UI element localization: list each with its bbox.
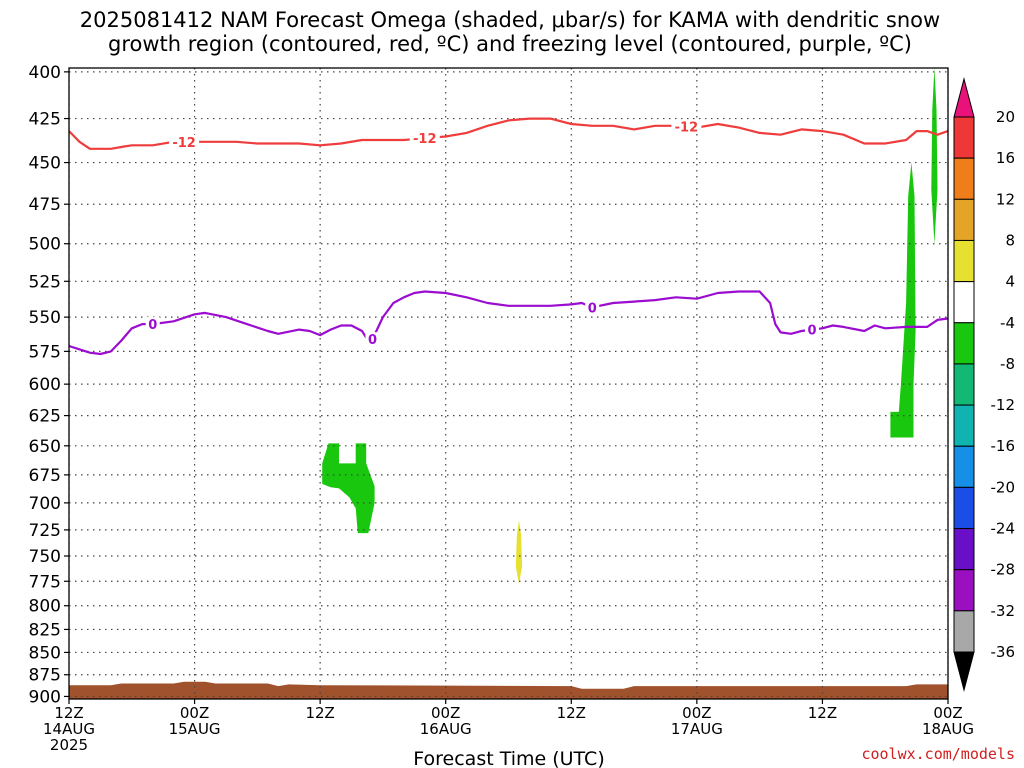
- colorbar-top-arrow: [953, 77, 975, 118]
- contour-label--12: -12: [172, 136, 196, 151]
- colorbar-label: -32: [991, 602, 1016, 620]
- y-tick-label: 550: [29, 308, 61, 328]
- credit-text: coolwx.com/models: [861, 745, 1015, 763]
- x-tick-label: 12Z: [305, 704, 334, 722]
- contour-label-bg: [145, 317, 160, 332]
- colorbar-segment: [953, 528, 975, 571]
- x-tick-label: 18AUG: [922, 720, 974, 738]
- y-tick-label: 800: [29, 597, 61, 617]
- colorbar-segment: [953, 569, 975, 612]
- chart-title-line1: 2025081412 NAM Forecast Omega (shaded, μ…: [80, 8, 940, 32]
- colorbar-segment: [953, 116, 975, 159]
- contour-label--12: -12: [413, 132, 437, 147]
- y-tick-label: 400: [29, 63, 61, 83]
- contour-label-0: 0: [807, 324, 816, 339]
- y-tick-label: 475: [29, 195, 61, 215]
- y-tick-label: 850: [29, 643, 61, 663]
- x-tick-label: 00Z: [180, 704, 209, 722]
- contour-label-bg: [409, 131, 440, 146]
- x-tick-label: 12Z: [54, 704, 83, 722]
- colorbar-bottom-arrow: [953, 651, 975, 692]
- contour-label-bg: [804, 322, 819, 337]
- colorbar-label: 8: [1005, 231, 1015, 249]
- y-tick-label: 575: [29, 342, 61, 362]
- contour-label-bg: [671, 119, 702, 134]
- colorbar-label: -24: [991, 520, 1016, 538]
- x-tick-label: 14AUG: [43, 720, 95, 738]
- x-tick-label: 12Z: [808, 704, 837, 722]
- colorbar-segment: [953, 404, 975, 447]
- omega-region-0: [322, 443, 375, 534]
- colorbar-segment: [953, 445, 975, 488]
- y-tick-label: 900: [29, 687, 61, 707]
- contour-label-0: 0: [148, 318, 157, 333]
- omega-region-2: [931, 68, 938, 244]
- y-tick-label: 625: [29, 407, 61, 427]
- terrain-surface: [69, 681, 948, 699]
- y-tick-label: 500: [29, 235, 61, 255]
- colorbar-label: 4: [1005, 273, 1015, 291]
- contour-label-0: 0: [588, 301, 597, 316]
- contour-label-bg: [585, 300, 600, 315]
- y-tick-label: 700: [29, 494, 61, 514]
- colorbar-segment: [953, 322, 975, 365]
- y-tick-label: 775: [29, 572, 61, 592]
- colorbar-segment: [953, 198, 975, 241]
- plot-frame: [68, 67, 949, 700]
- x-axis-label: Forecast Time (UTC): [413, 748, 604, 768]
- x-tick-label: 00Z: [933, 704, 962, 722]
- colorbar-label: 12: [996, 190, 1015, 208]
- y-tick-label: 425: [29, 110, 61, 130]
- y-tick-label: 650: [29, 437, 61, 457]
- y-tick-label: 600: [29, 375, 61, 395]
- x-tick-label: 2025: [50, 736, 88, 754]
- x-tick-label: 00Z: [431, 704, 460, 722]
- contour-label--12: -12: [675, 121, 699, 136]
- colorbar-segment: [953, 610, 975, 653]
- colorbar: 20 16 12 8 4 -4 -8 -12 -16 -20 -24 -28 -32 -36: [953, 77, 1016, 692]
- colorbar-label: 20: [996, 108, 1015, 126]
- colorbar-label: -12: [991, 396, 1016, 414]
- colorbar-segment: [953, 281, 975, 324]
- colorbar-segment: [953, 363, 975, 406]
- colorbar-label: -8: [1000, 355, 1015, 373]
- contour-label-0: 0: [368, 333, 377, 348]
- x-tick-label: 12Z: [557, 704, 586, 722]
- y-tick-label: 675: [29, 466, 61, 486]
- colorbar-label: 16: [996, 149, 1015, 167]
- x-tick-label: 17AUG: [671, 720, 723, 738]
- chart-title-line2: growth region (contoured, red, ºC) and f…: [108, 32, 912, 56]
- plot-area: -12 -12 -12 0 0 0 0: [68, 67, 949, 700]
- plot-inner: -12 -12 -12 0 0 0 0: [69, 68, 948, 699]
- colorbar-segment: [953, 239, 975, 283]
- contour-label-bg: [365, 332, 380, 347]
- y-axis: 400 425 450 475 500 525 550 575 600 625 650 675 700 7…: [29, 63, 69, 707]
- y-tick-label: 725: [29, 521, 61, 541]
- colorbar-label: -28: [991, 561, 1016, 579]
- colorbar-label: -36: [991, 643, 1016, 661]
- colorbar-segment: [953, 486, 975, 530]
- colorbar-segment: [953, 157, 975, 200]
- x-tick-label: 15AUG: [169, 720, 221, 738]
- y-tick-label: 525: [29, 272, 61, 292]
- y-tick-label: 825: [29, 620, 61, 640]
- colorbar-label: -4: [1000, 314, 1015, 332]
- y-tick-label: 875: [29, 666, 61, 686]
- colorbar-label: -16: [991, 437, 1016, 455]
- omega-region-3: [515, 520, 523, 585]
- contour--12: [69, 117, 948, 150]
- x-tick-label: 00Z: [682, 704, 711, 722]
- omega-region-1: [890, 162, 916, 438]
- y-tick-label: 750: [29, 547, 61, 567]
- colorbar-label: -20: [991, 478, 1016, 496]
- x-tick-label: 16AUG: [420, 720, 472, 738]
- y-tick-label: 450: [29, 154, 61, 174]
- contour-label-bg: [169, 134, 200, 149]
